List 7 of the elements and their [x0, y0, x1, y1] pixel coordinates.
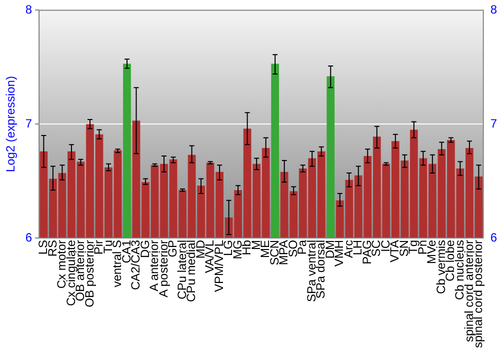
y-tick-label: 7: [25, 116, 32, 130]
y-tick-label: 6: [25, 230, 32, 244]
y2-tick-label: 6: [490, 230, 498, 244]
y2-tick-label: 7: [490, 116, 498, 130]
y-tick-label: 8: [25, 2, 32, 17]
y2-tick-label: 8: [490, 2, 498, 17]
y-axis-title: Log2 (expression): [4, 76, 18, 172]
